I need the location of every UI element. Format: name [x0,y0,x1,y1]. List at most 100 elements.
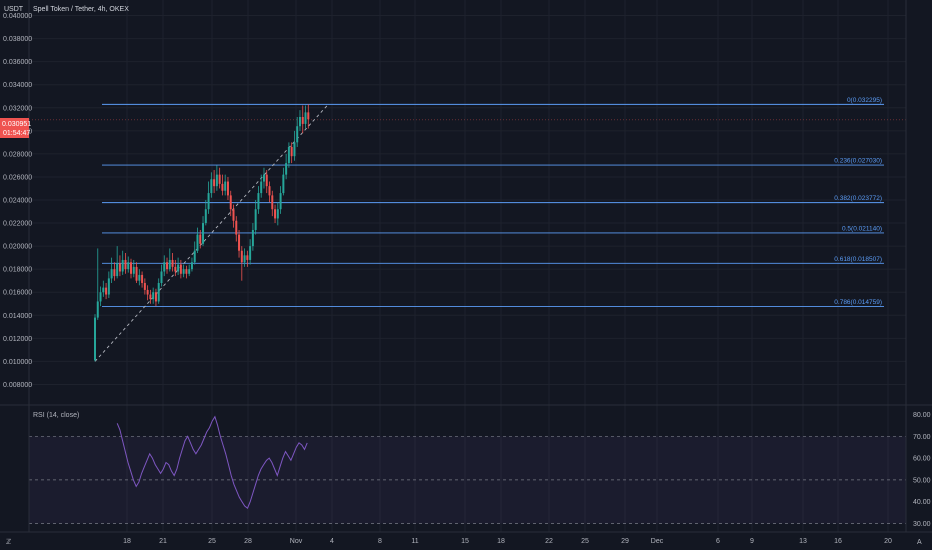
candle-body [135,266,138,281]
candle-body [307,112,310,120]
candle-body [163,262,166,272]
price-tick-label: 0.020000 [3,244,32,251]
candle-body [238,234,241,251]
candle-body [166,262,169,270]
candle-body [132,266,135,274]
price-tick-label: 0.036000 [3,59,32,66]
candle-body [138,274,141,281]
candle-body [254,209,257,230]
price-tick-label: 0.012000 [3,336,32,343]
price-tick-label: 0.008000 [3,382,32,389]
candle-body [249,246,252,260]
fib-level-label: 0.786(0.014759) [834,299,882,306]
candle-body [130,262,133,274]
candle-body [188,269,191,274]
candle-body [276,209,279,219]
rsi-tick-label: 50.00 [913,477,931,484]
candle-body [204,209,207,224]
time-tick-label: 18 [123,538,131,545]
rsi-tick-label: 80.00 [913,412,931,419]
candle-body [251,229,254,247]
candle-body [141,274,144,284]
time-tick-label: 25 [208,538,216,545]
candle-body [105,287,108,295]
candle-body [149,294,152,300]
candle-body [107,278,110,295]
candle-body [304,112,307,124]
candle-body [157,283,160,302]
price-tick-label: 0.038000 [3,36,32,43]
grid-lines [29,0,906,532]
time-tick-label: 6 [716,538,720,545]
currency-label: USDT [4,6,24,13]
candle-body [296,126,299,143]
rsi-tick-label: 40.00 [913,499,931,506]
candle-body [274,209,277,219]
candle-body [265,174,268,187]
symbol-title[interactable]: Spell Token / Tether, 4h, OKEX [33,6,129,13]
price-axis[interactable]: 0.040000 0.038000 0.036000 0.034000 0.032000… [3,13,32,389]
fib-retracement[interactable]: 0(0.032295) 0.236(0.027030) 0.382(0.023772… [29,97,906,307]
time-tick-label: 20 [884,538,892,545]
candle-body [246,255,249,260]
candle-body [96,301,99,318]
candle-body [290,146,293,157]
candle-body [190,262,193,270]
time-tick-label: 22 [545,538,553,545]
price-tick-label: 0.016000 [3,290,32,297]
candle-body [143,283,146,290]
price-tick-label: 0.026000 [3,174,32,181]
price-tick-label: 0.022000 [3,221,32,228]
candle-body [218,174,221,184]
candle-body [199,234,202,244]
fib-level-label: 0.618(0.018507) [834,256,882,263]
rsi-axis[interactable]: 80.00 70.00 60.00 50.00 40.00 30.00 [913,412,931,528]
candle-body [235,220,238,235]
price-tick-label: 0.034000 [3,82,32,89]
time-tick-label: 16 [834,538,842,545]
candle-body [179,264,182,274]
price-badge-value: 0.030951 [2,121,31,128]
candle-body [301,116,304,124]
rsi-line [116,415,308,510]
candle-body [116,263,119,277]
candle-body [257,193,260,210]
candle-body [293,142,296,157]
auto-scale-icon[interactable]: A [917,539,922,546]
time-tick-label: 25 [581,538,589,545]
candle-body [193,250,196,263]
fib-level-label: 0.382(0.023772) [834,195,882,202]
rsi-label[interactable]: RSI (14, close) [33,412,79,419]
candle-body [262,174,265,182]
price-badge-countdown: 01:54:47 [3,130,30,137]
candle-body [226,181,229,196]
time-tick-label: 4 [330,538,334,545]
candle-body [182,269,185,274]
time-tick-label: 9 [750,538,754,545]
fib-level-label: 0.236(0.027030) [834,158,882,165]
fib-level-label: 0(0.032295) [847,97,882,104]
candle-body [221,183,224,191]
candle-body [207,193,210,210]
candle-body [121,259,124,272]
candles[interactable] [94,104,310,362]
time-tick-label: 29 [621,538,629,545]
candle-body [287,146,290,164]
candle-body [196,234,199,251]
rsi-tick-label: 60.00 [913,456,931,463]
candle-body [298,116,301,127]
candle-body [99,292,102,302]
candle-body [113,269,116,277]
candle-body [213,179,216,187]
candle-body [168,259,171,270]
rsi-tick-label: 70.00 [913,434,931,441]
candle-body [285,163,288,175]
timezone-icon[interactable]: ℤ [6,538,11,546]
time-tick-label: 28 [244,538,252,545]
rsi-tick-label: 30.00 [913,521,931,528]
candle-body [124,259,127,270]
time-axis[interactable]: 18 21 25 28 Nov 4 8 11 15 18 22 25 29 Dec 6 9 13 16 20 [123,538,892,545]
time-tick-label: 8 [378,538,382,545]
